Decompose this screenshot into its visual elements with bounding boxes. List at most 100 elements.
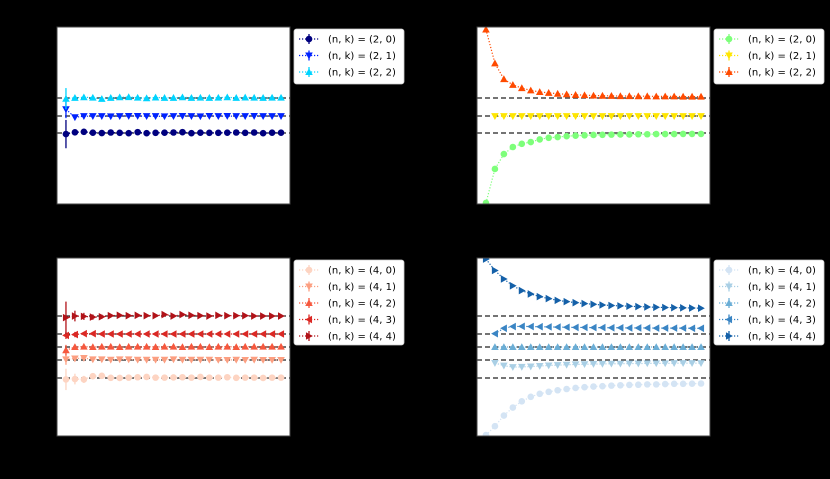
legend-box xyxy=(713,28,825,85)
data-marker xyxy=(617,302,625,310)
series--n-k-4-1- xyxy=(491,359,705,371)
data-marker xyxy=(178,343,187,351)
data-marker xyxy=(544,323,552,331)
legend-item: (n, k) = (4, 0) xyxy=(299,265,396,277)
data-marker xyxy=(544,89,553,96)
panel-top-right: (n, k) = (2, 0) (n, k) = (2, 1) (n, k) = (… xyxy=(476,26,825,205)
legend-marker-icon xyxy=(725,266,733,274)
legend-item: (n, k) = (4, 4) xyxy=(719,331,816,343)
data-marker xyxy=(196,356,205,364)
legend-label: (n, k) = (4, 1) xyxy=(328,282,396,293)
data-marker xyxy=(670,130,678,138)
data-marker xyxy=(115,343,124,351)
data-marker xyxy=(124,342,133,350)
data-marker xyxy=(509,113,517,121)
data-marker xyxy=(580,361,589,369)
data-marker xyxy=(116,129,124,137)
data-marker xyxy=(697,130,705,138)
legend-item: (n, k) = (4, 2) xyxy=(299,298,396,310)
data-marker xyxy=(80,113,88,121)
data-marker xyxy=(643,324,651,332)
data-marker xyxy=(599,301,607,309)
data-marker xyxy=(169,94,178,101)
data-marker xyxy=(215,374,222,381)
series--n-k-4-4- xyxy=(62,301,285,334)
data-marker xyxy=(598,323,606,332)
data-marker xyxy=(482,431,490,436)
legend-label: (n, k) = (4, 3) xyxy=(748,315,816,326)
data-marker xyxy=(491,113,499,121)
data-marker xyxy=(491,329,498,338)
data-marker xyxy=(562,113,571,121)
data-marker xyxy=(661,380,669,388)
data-marker xyxy=(169,342,178,350)
data-marker xyxy=(106,330,114,338)
data-marker xyxy=(233,311,241,320)
data-marker xyxy=(215,129,222,137)
data-marker xyxy=(232,330,240,338)
data-marker xyxy=(697,113,705,121)
data-marker xyxy=(215,311,223,320)
data-marker xyxy=(187,342,196,350)
data-marker xyxy=(607,113,616,121)
data-marker xyxy=(152,311,160,320)
data-marker xyxy=(169,330,177,338)
data-marker xyxy=(634,360,643,368)
series--n-k-2-2- xyxy=(482,27,705,100)
legend-label: (n, k) = (4, 0) xyxy=(748,266,816,277)
data-marker xyxy=(62,356,70,364)
legend-marker-icon xyxy=(305,315,313,324)
data-marker xyxy=(142,356,151,364)
data-marker xyxy=(115,113,124,121)
panel-top-left: (n, k) = (2, 0) (n, k) = (2, 1) (n, k) = (… xyxy=(56,26,405,205)
data-marker xyxy=(133,356,142,364)
data-marker xyxy=(80,312,88,321)
legend-item: (n, k) = (2, 0) xyxy=(299,34,396,46)
legend-marker-icon xyxy=(305,332,313,340)
data-marker xyxy=(62,106,70,114)
data-marker xyxy=(124,356,133,364)
data-marker xyxy=(509,81,517,88)
data-marker xyxy=(98,129,106,137)
data-marker xyxy=(259,129,267,137)
data-marker xyxy=(268,113,276,121)
data-marker xyxy=(62,94,70,102)
data-marker xyxy=(106,94,115,101)
data-marker xyxy=(268,93,276,101)
data-marker xyxy=(223,112,232,120)
data-marker xyxy=(196,93,205,101)
data-marker xyxy=(535,343,544,351)
data-marker xyxy=(196,342,205,350)
data-marker xyxy=(187,94,196,101)
data-marker xyxy=(625,324,633,332)
data-marker xyxy=(652,381,660,388)
data-marker xyxy=(259,94,267,101)
data-marker xyxy=(688,92,696,100)
data-marker xyxy=(125,311,133,320)
data-marker xyxy=(71,343,79,351)
legend-marker-icon xyxy=(305,68,313,76)
data-marker xyxy=(590,300,598,309)
data-marker xyxy=(98,95,106,102)
data-marker xyxy=(214,330,222,338)
data-marker xyxy=(589,343,598,351)
data-marker xyxy=(535,363,544,370)
data-marker xyxy=(598,113,607,121)
data-marker xyxy=(572,384,579,392)
legend-marker-icon xyxy=(725,332,733,340)
data-marker xyxy=(607,323,615,332)
data-marker xyxy=(178,356,187,364)
data-marker xyxy=(277,93,285,101)
data-marker xyxy=(634,113,643,121)
data-marker xyxy=(89,129,97,136)
data-marker xyxy=(545,134,552,142)
data-marker xyxy=(160,113,169,121)
data-marker xyxy=(580,113,589,121)
data-marker xyxy=(151,343,160,351)
data-marker xyxy=(563,385,570,393)
legend-marker-icon xyxy=(305,35,313,43)
data-marker xyxy=(214,113,223,121)
data-marker xyxy=(107,311,115,320)
data-marker xyxy=(670,324,678,332)
data-marker xyxy=(652,130,660,138)
